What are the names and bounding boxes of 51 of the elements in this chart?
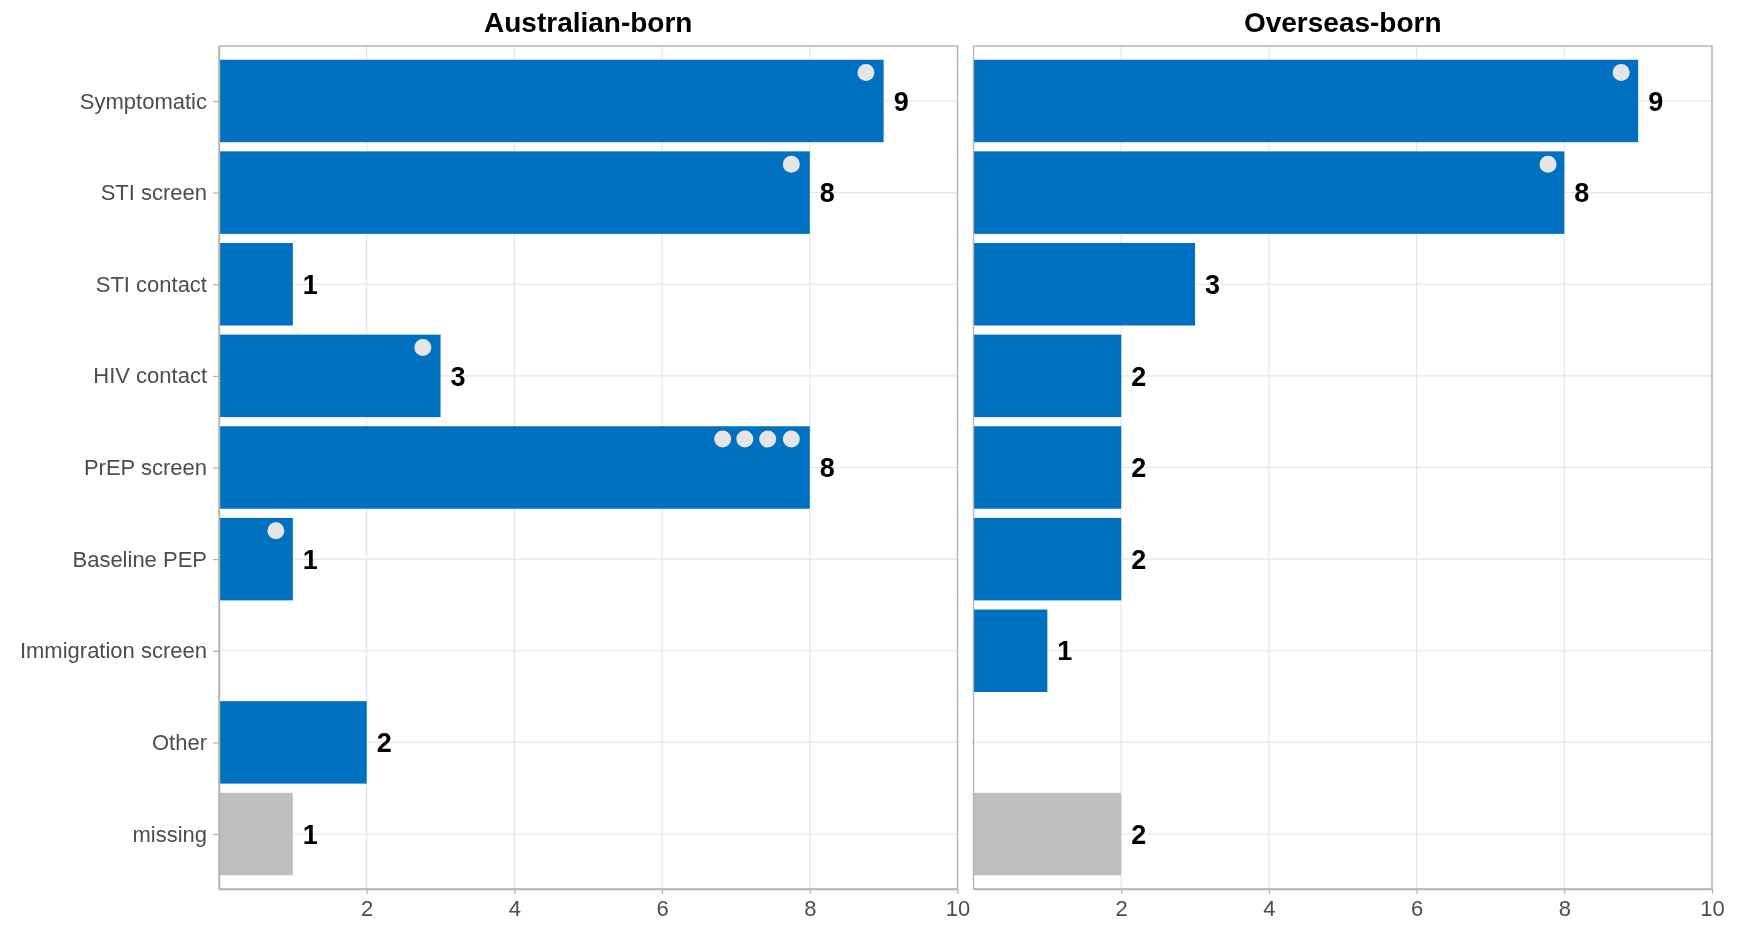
data-label: 3 bbox=[450, 361, 466, 392]
bar bbox=[973, 59, 1639, 143]
x-tick-label: 4 bbox=[1263, 895, 1276, 921]
y-tick-label: STI screen bbox=[100, 180, 207, 206]
bar bbox=[973, 426, 1122, 509]
data-label: 1 bbox=[1057, 636, 1073, 667]
y-tick-label: STI contact bbox=[95, 271, 207, 297]
data-label: 2 bbox=[376, 728, 392, 759]
data-label: 1 bbox=[302, 819, 318, 850]
data-label: 2 bbox=[1131, 361, 1147, 392]
bar bbox=[219, 243, 293, 326]
data-label: 8 bbox=[819, 453, 835, 484]
x-tick-label: 2 bbox=[1115, 895, 1128, 921]
bar bbox=[219, 426, 810, 509]
y-tick-label: Immigration screen bbox=[19, 638, 207, 664]
data-label: 2 bbox=[1131, 819, 1147, 850]
data-label: 2 bbox=[1131, 544, 1147, 575]
x-tick-label: 8 bbox=[1558, 895, 1571, 921]
x-tick-label: 10 bbox=[945, 895, 971, 921]
chart-title: Australian-born bbox=[484, 7, 693, 38]
bar bbox=[973, 609, 1048, 692]
bar bbox=[219, 151, 810, 234]
y-tick-label: Other bbox=[151, 729, 207, 755]
x-tick-label: 4 bbox=[508, 895, 522, 921]
y-tick-label: Symptomatic bbox=[79, 88, 207, 114]
bar bbox=[219, 59, 884, 143]
chart-title: Overseas-born bbox=[1243, 7, 1442, 38]
data-label: 8 bbox=[819, 178, 835, 209]
data-label: 9 bbox=[1648, 86, 1664, 117]
x-tick-label: 6 bbox=[656, 895, 669, 921]
bar bbox=[973, 151, 1565, 234]
bar bbox=[219, 517, 293, 601]
data-label: 1 bbox=[302, 544, 318, 575]
x-tick-label: 2 bbox=[361, 895, 374, 921]
x-tick-label: 10 bbox=[1700, 895, 1725, 921]
data-label: 9 bbox=[893, 86, 909, 117]
data-label: 3 bbox=[1205, 269, 1221, 300]
y-tick-label: PrEP screen bbox=[83, 455, 207, 481]
y-tick-label: Baseline PEP bbox=[72, 546, 207, 572]
data-label: 8 bbox=[1574, 178, 1590, 209]
y-tick-label: missing bbox=[132, 821, 207, 847]
bar bbox=[219, 334, 441, 418]
x-tick-label: 8 bbox=[804, 895, 817, 921]
data-label: 2 bbox=[1131, 453, 1147, 484]
bar bbox=[973, 334, 1122, 418]
bar bbox=[219, 701, 367, 784]
bar bbox=[973, 243, 1196, 326]
x-tick-label: 6 bbox=[1410, 895, 1424, 921]
data-label: 1 bbox=[302, 269, 318, 300]
y-tick-label: HIV contact bbox=[93, 363, 207, 389]
bar bbox=[973, 517, 1122, 601]
